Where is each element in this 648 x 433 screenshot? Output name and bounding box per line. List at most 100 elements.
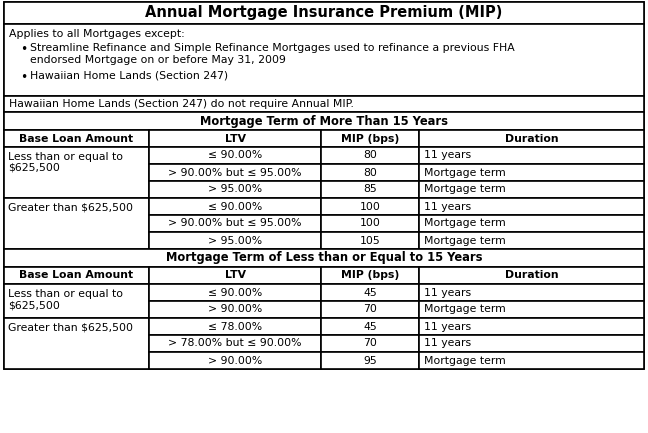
- Bar: [4, 130, 149, 147]
- Bar: [419, 198, 644, 215]
- Bar: [149, 215, 321, 232]
- Bar: [4, 96, 644, 112]
- Bar: [149, 352, 321, 369]
- Bar: [419, 301, 644, 318]
- Text: 11 years: 11 years: [424, 339, 471, 349]
- Bar: [419, 130, 644, 147]
- Text: > 78.00% but ≤ 90.00%: > 78.00% but ≤ 90.00%: [168, 339, 302, 349]
- Text: 11 years: 11 years: [424, 151, 471, 161]
- Text: Duration: Duration: [505, 271, 559, 281]
- Bar: [321, 301, 419, 318]
- Bar: [149, 335, 321, 352]
- Bar: [419, 284, 644, 301]
- Text: 70: 70: [363, 339, 377, 349]
- Text: MIP (bps): MIP (bps): [341, 271, 399, 281]
- Text: ≤ 90.00%: ≤ 90.00%: [208, 151, 262, 161]
- Bar: [4, 318, 149, 369]
- Bar: [149, 181, 321, 198]
- Text: 80: 80: [363, 151, 377, 161]
- Text: Mortgage Term of More Than 15 Years: Mortgage Term of More Than 15 Years: [200, 114, 448, 127]
- Bar: [4, 24, 644, 96]
- Text: Hawaiian Home Lands (Section 247) do not require Annual MIP.: Hawaiian Home Lands (Section 247) do not…: [9, 99, 354, 109]
- Bar: [149, 301, 321, 318]
- Text: Mortgage term: Mortgage term: [424, 355, 505, 365]
- Text: Applies to all Mortgages except:: Applies to all Mortgages except:: [9, 29, 185, 39]
- Bar: [321, 232, 419, 249]
- Bar: [419, 147, 644, 164]
- Text: Streamline Refinance and Simple Refinance Mortgages used to refinance a previous: Streamline Refinance and Simple Refinanc…: [30, 43, 515, 53]
- Text: ≤ 90.00%: ≤ 90.00%: [208, 201, 262, 211]
- Text: Less than or equal to: Less than or equal to: [8, 152, 123, 162]
- Text: > 90.00%: > 90.00%: [208, 355, 262, 365]
- Bar: [4, 112, 644, 130]
- Text: Mortgage Term of Less than or Equal to 15 Years: Mortgage Term of Less than or Equal to 1…: [166, 252, 482, 265]
- Bar: [419, 215, 644, 232]
- Bar: [4, 2, 644, 369]
- Text: 95: 95: [363, 355, 377, 365]
- Text: Mortgage term: Mortgage term: [424, 184, 505, 194]
- Text: 80: 80: [363, 168, 377, 178]
- Text: Annual Mortgage Insurance Premium (MIP): Annual Mortgage Insurance Premium (MIP): [145, 6, 503, 20]
- Text: •: •: [20, 43, 27, 56]
- Text: $625,500: $625,500: [8, 300, 60, 310]
- Bar: [149, 232, 321, 249]
- Text: Hawaiian Home Lands (Section 247): Hawaiian Home Lands (Section 247): [30, 71, 228, 81]
- Text: > 90.00%: > 90.00%: [208, 304, 262, 314]
- Bar: [321, 164, 419, 181]
- Bar: [419, 335, 644, 352]
- Text: Base Loan Amount: Base Loan Amount: [19, 271, 133, 281]
- Bar: [321, 130, 419, 147]
- Text: •: •: [20, 71, 27, 84]
- Text: LTV: LTV: [224, 133, 246, 143]
- Bar: [321, 284, 419, 301]
- Text: 11 years: 11 years: [424, 288, 471, 297]
- Text: 100: 100: [360, 201, 380, 211]
- Text: Mortgage term: Mortgage term: [424, 236, 505, 246]
- Bar: [321, 181, 419, 198]
- Text: Mortgage term: Mortgage term: [424, 168, 505, 178]
- Bar: [149, 318, 321, 335]
- Bar: [4, 284, 149, 318]
- Bar: [419, 232, 644, 249]
- Text: Greater than $625,500: Greater than $625,500: [8, 203, 133, 213]
- Bar: [321, 198, 419, 215]
- Text: > 95.00%: > 95.00%: [208, 236, 262, 246]
- Bar: [149, 164, 321, 181]
- Bar: [149, 130, 321, 147]
- Text: ≤ 78.00%: ≤ 78.00%: [208, 321, 262, 332]
- Bar: [419, 267, 644, 284]
- Text: Duration: Duration: [505, 133, 559, 143]
- Bar: [149, 147, 321, 164]
- Bar: [4, 147, 149, 198]
- Bar: [321, 318, 419, 335]
- Bar: [321, 215, 419, 232]
- Text: Less than or equal to: Less than or equal to: [8, 289, 123, 299]
- Bar: [149, 198, 321, 215]
- Text: > 90.00% but ≤ 95.00%: > 90.00% but ≤ 95.00%: [168, 168, 302, 178]
- Text: 11 years: 11 years: [424, 321, 471, 332]
- Text: Greater than $625,500: Greater than $625,500: [8, 323, 133, 333]
- Bar: [321, 352, 419, 369]
- Bar: [321, 267, 419, 284]
- Text: 70: 70: [363, 304, 377, 314]
- Text: 45: 45: [363, 288, 377, 297]
- Text: 11 years: 11 years: [424, 201, 471, 211]
- Bar: [4, 267, 149, 284]
- Bar: [419, 352, 644, 369]
- Text: 45: 45: [363, 321, 377, 332]
- Bar: [4, 249, 644, 267]
- Text: LTV: LTV: [224, 271, 246, 281]
- Text: endorsed Mortgage on or before May 31, 2009: endorsed Mortgage on or before May 31, 2…: [30, 55, 286, 65]
- Text: 105: 105: [360, 236, 380, 246]
- Text: $625,500: $625,500: [8, 163, 60, 173]
- Bar: [4, 198, 149, 249]
- Bar: [149, 284, 321, 301]
- Text: > 95.00%: > 95.00%: [208, 184, 262, 194]
- Text: ≤ 90.00%: ≤ 90.00%: [208, 288, 262, 297]
- Bar: [419, 318, 644, 335]
- Text: Base Loan Amount: Base Loan Amount: [19, 133, 133, 143]
- Text: MIP (bps): MIP (bps): [341, 133, 399, 143]
- Bar: [149, 267, 321, 284]
- Text: Mortgage term: Mortgage term: [424, 219, 505, 229]
- Bar: [419, 164, 644, 181]
